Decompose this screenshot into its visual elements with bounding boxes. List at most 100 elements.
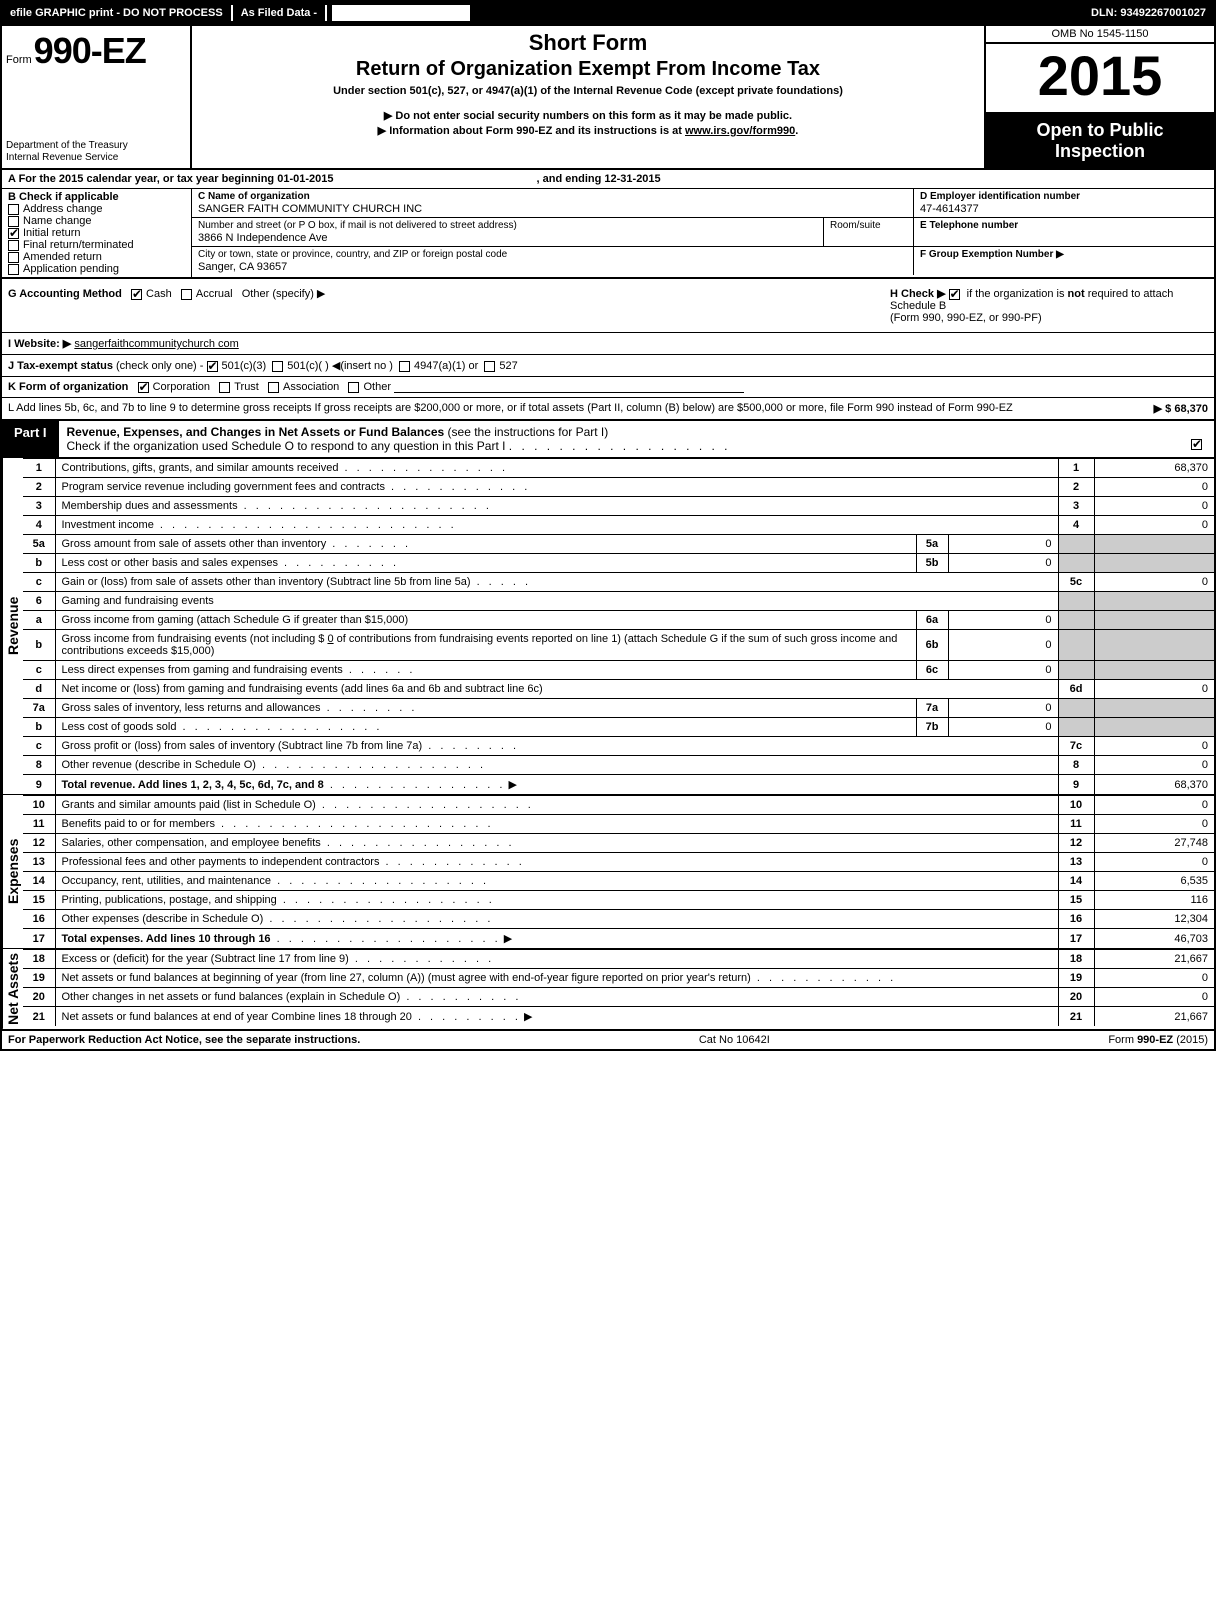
efile-bar: efile GRAPHIC print - DO NOT PROCESS As … <box>2 2 1214 26</box>
city-value: Sanger, CA 93657 <box>198 260 907 273</box>
val-8: 0 <box>1094 756 1214 775</box>
val-2: 0 <box>1094 478 1214 497</box>
line-9: 9Total revenue. Add lines 1, 2, 3, 4, 5c… <box>23 775 1214 795</box>
line-17: 17Total expenses. Add lines 10 through 1… <box>23 929 1214 949</box>
header-left: Form 990-EZ Department of the Treasury I… <box>2 26 192 168</box>
chk-amended[interactable]: Amended return <box>8 251 185 263</box>
val-4: 0 <box>1094 516 1214 535</box>
footer-left: For Paperwork Reduction Act Notice, see … <box>8 1034 360 1046</box>
chk-501c3[interactable] <box>207 361 218 372</box>
footer: For Paperwork Reduction Act Notice, see … <box>2 1029 1214 1049</box>
chk-trust[interactable] <box>219 382 230 393</box>
form-word: Form <box>6 54 32 66</box>
form-container: efile GRAPHIC print - DO NOT PROCESS As … <box>0 0 1216 1051</box>
line-6b: bGross income from fundraising events (n… <box>23 630 1214 661</box>
open-inspection: Open to Public Inspection <box>986 114 1214 168</box>
chk-assoc[interactable] <box>268 382 279 393</box>
vlabel-revenue: Revenue <box>2 458 23 794</box>
row-A: A For the 2015 calendar year, or tax yea… <box>2 170 1214 189</box>
row-J: J Tax-exempt status (check only one) - 5… <box>2 355 1214 377</box>
expenses-section: Expenses 10Grants and similar amounts pa… <box>2 794 1214 948</box>
val-7b: 0 <box>948 718 1058 737</box>
chk-corp[interactable] <box>138 382 149 393</box>
C-addr: Number and street (or P O box, if mail i… <box>192 218 914 246</box>
val-20: 0 <box>1094 988 1214 1007</box>
header-right: OMB No 1545-1150 2015 Open to Public Ins… <box>984 26 1214 168</box>
block-BCDEF: B Check if applicable Address change Nam… <box>2 189 1214 279</box>
B-title: B Check if applicable <box>8 191 185 203</box>
col-B: B Check if applicable Address change Nam… <box>2 189 192 277</box>
line-5b: bLess cost or other basis and sales expe… <box>23 554 1214 573</box>
chk-part1-schedO[interactable] <box>1191 439 1202 450</box>
asfiled-label: As Filed Data - <box>231 5 327 21</box>
chk-name-change[interactable]: Name change <box>8 215 185 227</box>
H-check: H Check ▶ if the organization is not req… <box>884 279 1214 332</box>
line-14: 14Occupancy, rent, utilities, and mainte… <box>23 872 1214 891</box>
chk-initial-return[interactable]: Initial return <box>8 227 185 239</box>
val-9: 68,370 <box>1094 775 1214 795</box>
netassets-table: 18Excess or (deficit) for the year (Subt… <box>23 949 1214 1026</box>
G-accounting: G Accounting Method Cash Accrual Other (… <box>2 279 884 332</box>
dept1: Department of the Treasury <box>6 140 186 152</box>
under-section: Under section 501(c), 527, or 4947(a)(1)… <box>333 85 843 97</box>
chk-cash[interactable] <box>131 289 142 300</box>
vlabel-expenses: Expenses <box>2 795 23 948</box>
val-6d: 0 <box>1094 680 1214 699</box>
website-link[interactable]: sangerfaithcommunitychurch com <box>74 338 238 350</box>
form-num: 990-EZ <box>34 30 146 72</box>
part1-header: Part I Revenue, Expenses, and Changes in… <box>2 419 1214 458</box>
col-CDEF: C Name of organization SANGER FAITH COMM… <box>192 189 1214 277</box>
dept-block: Department of the Treasury Internal Reve… <box>6 140 186 164</box>
val-6a: 0 <box>948 611 1058 630</box>
val-15: 116 <box>1094 891 1214 910</box>
val-5b: 0 <box>948 554 1058 573</box>
chk-501c[interactable] <box>272 361 283 372</box>
expenses-table: 10Grants and similar amounts paid (list … <box>23 795 1214 948</box>
val-14: 6,535 <box>1094 872 1214 891</box>
chk-527[interactable] <box>484 361 495 372</box>
line-5c: cGain or (loss) from sale of assets othe… <box>23 573 1214 592</box>
chk-other-org[interactable] <box>348 382 359 393</box>
line-8: 8Other revenue (describe in Schedule O) … <box>23 756 1214 775</box>
line-13: 13Professional fees and other payments t… <box>23 853 1214 872</box>
line-4: 4Investment income . . . . . . . . . . .… <box>23 516 1214 535</box>
chk-final-return[interactable]: Final return/terminated <box>8 239 185 251</box>
irs-link[interactable]: www.irs.gov/form990 <box>685 125 795 137</box>
vlabel-netassets: Net Assets <box>2 949 23 1029</box>
phone-value <box>920 231 1208 232</box>
dept2: Internal Revenue Service <box>6 152 186 164</box>
chk-address-change[interactable]: Address change <box>8 203 185 215</box>
C-name: C Name of organization SANGER FAITH COMM… <box>192 189 914 217</box>
chk-H[interactable] <box>949 289 960 300</box>
line-11: 11Benefits paid to or for members . . . … <box>23 815 1214 834</box>
val-6c: 0 <box>948 661 1058 680</box>
org-name: SANGER FAITH COMMUNITY CHURCH INC <box>198 202 907 215</box>
row-GH: G Accounting Method Cash Accrual Other (… <box>2 279 1214 333</box>
dln-label: DLN: 93492267001027 <box>1083 5 1214 21</box>
E-phone: E Telephone number <box>914 218 1214 246</box>
val-16: 12,304 <box>1094 910 1214 929</box>
val-19: 0 <box>1094 969 1214 988</box>
line-20: 20Other changes in net assets or fund ba… <box>23 988 1214 1007</box>
line-19: 19Net assets or fund balances at beginni… <box>23 969 1214 988</box>
chk-4947[interactable] <box>399 361 410 372</box>
line-6a: aGross income from gaming (attach Schedu… <box>23 611 1214 630</box>
asfiled-blank <box>331 4 471 22</box>
header-center: Short Form Return of Organization Exempt… <box>192 26 984 168</box>
val-11: 0 <box>1094 815 1214 834</box>
bullet1: ▶ Do not enter social security numbers o… <box>378 109 799 122</box>
row-K: K Form of organization Corporation Trust… <box>2 377 1214 398</box>
line-5a: 5aGross amount from sale of assets other… <box>23 535 1214 554</box>
val-1: 68,370 <box>1094 459 1214 478</box>
netassets-section: Net Assets 18Excess or (deficit) for the… <box>2 948 1214 1029</box>
chk-accrual[interactable] <box>181 289 192 300</box>
addr-value: 3866 N Independence Ave <box>198 231 817 244</box>
header-bullets: ▶ Do not enter social security numbers o… <box>378 107 799 137</box>
year-begin: 01-01-2015 <box>277 173 333 185</box>
line-2: 2Program service revenue including gover… <box>23 478 1214 497</box>
row-L: L Add lines 5b, 6c, and 7b to line 9 to … <box>2 398 1214 419</box>
line-3: 3Membership dues and assessments . . . .… <box>23 497 1214 516</box>
chk-app-pending[interactable]: Application pending <box>8 263 185 275</box>
val-5c: 0 <box>1094 573 1214 592</box>
val-18: 21,667 <box>1094 950 1214 969</box>
